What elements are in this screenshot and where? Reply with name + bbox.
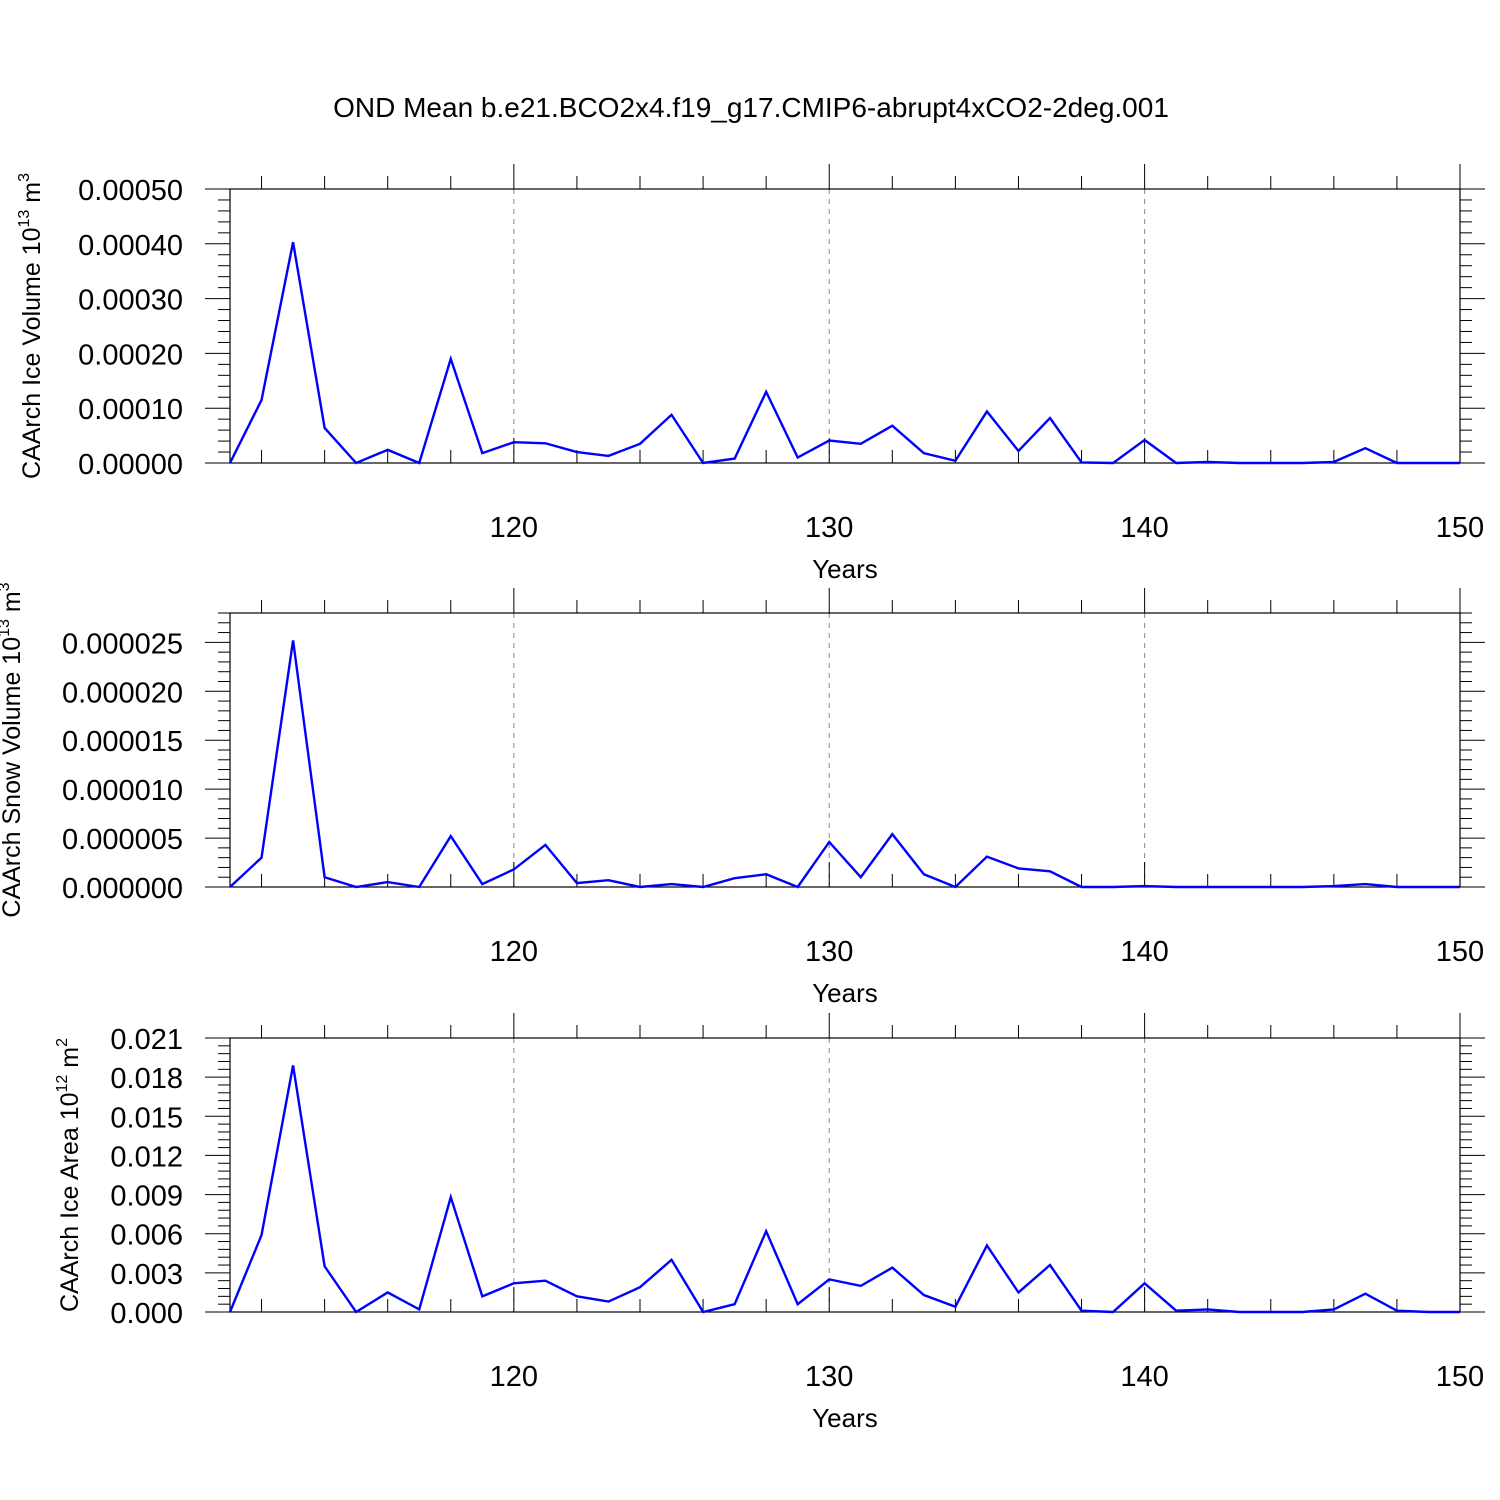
- x-axis-label: Years: [812, 1403, 878, 1433]
- y-axis-label-unit-exponent: 3: [0, 582, 13, 591]
- y-tick-label: 0.00040: [78, 230, 183, 262]
- y-tick-label: 0.000015: [62, 726, 183, 758]
- x-axis-label: Years: [812, 554, 878, 584]
- x-tick-label: 130: [805, 512, 853, 544]
- x-tick-label: 120: [490, 512, 538, 544]
- y-axis-label: CAArch Snow Volume 1013 m3: [0, 582, 26, 917]
- y-tick-label: 0.009: [110, 1181, 183, 1213]
- y-axis-label-exponent: 13: [16, 210, 33, 228]
- y-tick-label: 0.00050: [78, 175, 183, 207]
- y-tick-label: 0.012: [110, 1141, 183, 1173]
- x-tick-label: 130: [805, 1361, 853, 1393]
- y-tick-label: 0.00010: [78, 394, 183, 426]
- x-tick-label: 130: [805, 936, 853, 968]
- y-axis-label-exponent: 13: [0, 619, 13, 637]
- series-line: [228, 241, 1460, 465]
- series-line: [228, 1065, 1460, 1314]
- y-tick-label: 0.000: [110, 1298, 183, 1330]
- y-axis-label-unit: m: [56, 1047, 84, 1075]
- y-tick-label: 0.000025: [62, 628, 183, 660]
- y-tick-label: 0.00000: [78, 449, 183, 481]
- y-axis-label-text: CAArch Snow Volume 10: [0, 637, 26, 918]
- y-tick-label: 0.000000: [62, 873, 183, 905]
- x-tick-label: 140: [1120, 1361, 1168, 1393]
- y-axis-label-text: CAArch Ice Volume 10: [18, 227, 46, 479]
- y-axis-label-unit-exponent: 3: [16, 173, 33, 182]
- x-tick-label: 150: [1436, 936, 1484, 968]
- figure-title: OND Mean b.e21.BCO2x4.f19_g17.CMIP6-abru…: [333, 92, 1169, 123]
- x-tick-label: 150: [1436, 512, 1484, 544]
- y-tick-label: 0.018: [110, 1063, 183, 1095]
- y-axis-label-exponent: 12: [54, 1075, 71, 1093]
- x-tick-label: 120: [490, 936, 538, 968]
- series-line: [229, 640, 1460, 889]
- y-axis-label-text: CAArch Ice Area 10: [56, 1092, 84, 1312]
- y-axis-label: CAArch Ice Area 1012 m2: [54, 1038, 84, 1312]
- x-tick-label: 140: [1120, 936, 1168, 968]
- panel-1: 0.00000 0.00010 0.00020 0.00030 0.00040 0.000…: [16, 164, 1485, 584]
- y-tick-label: 0.000005: [62, 824, 183, 856]
- y-axis-label-unit-exponent: 2: [54, 1038, 71, 1047]
- x-tick-label: 140: [1120, 512, 1168, 544]
- x-tick-label: 150: [1436, 1361, 1484, 1393]
- y-axis-label-unit: m: [0, 591, 26, 619]
- y-axis-label: CAArch Ice Volume 1013 m3: [16, 173, 46, 479]
- y-tick-label: 0.000010: [62, 775, 183, 807]
- y-tick-label: 0.021: [110, 1024, 183, 1056]
- panel-2: 0.000000 0.000005 0.000010 0.000015 0.000020…: [0, 582, 1485, 1008]
- y-tick-label: 0.003: [110, 1259, 183, 1291]
- panels: 0.00000 0.00010 0.00020 0.00030 0.00040 0.000…: [0, 164, 1485, 1433]
- y-tick-label: 0.015: [110, 1102, 183, 1134]
- x-axis-label: Years: [812, 978, 878, 1008]
- y-axis-label-unit: m: [18, 182, 46, 210]
- panel-3: 0.000 0.003 0.006 0.009 0.012 0.015 0.018 0.021…: [54, 1013, 1485, 1433]
- y-tick-label: 0.00030: [78, 285, 183, 317]
- y-tick-label: 0.006: [110, 1220, 183, 1252]
- y-tick-label: 0.00020: [78, 339, 183, 371]
- x-tick-label: 120: [490, 1361, 538, 1393]
- y-tick-label: 0.000020: [62, 677, 183, 709]
